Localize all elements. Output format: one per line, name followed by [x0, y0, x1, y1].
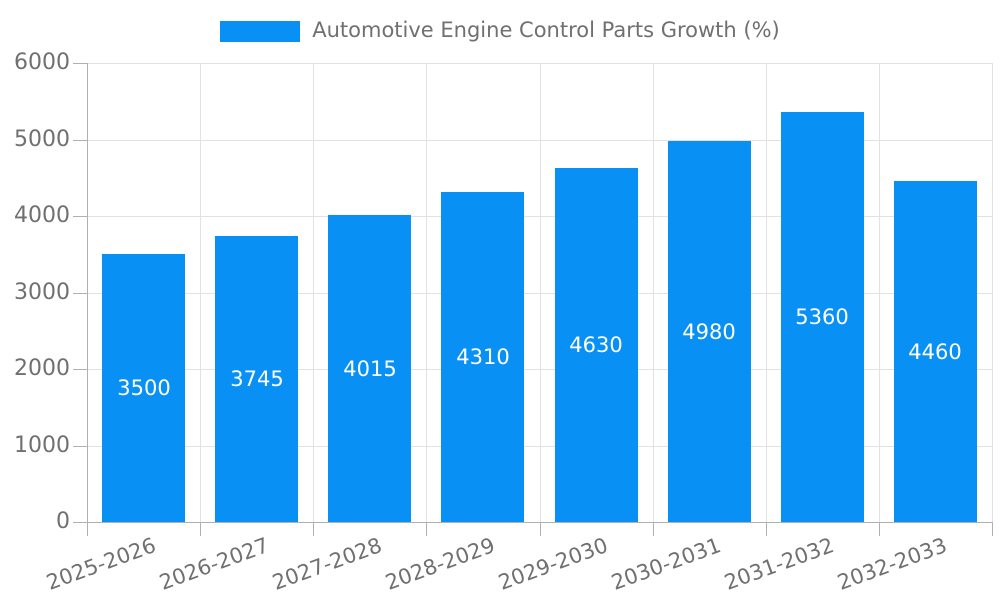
y-axis-tick: [73, 216, 87, 217]
h-gridline: [87, 446, 992, 447]
x-tick-label: 2025-2026: [42, 533, 159, 595]
x-tick-label: 2032-2033: [833, 533, 950, 595]
v-gridline: [313, 63, 314, 522]
v-gridline: [426, 63, 427, 522]
v-gridline: [992, 63, 993, 522]
x-axis-tick: [313, 522, 314, 536]
bar: [781, 112, 864, 522]
bar: [328, 215, 411, 522]
x-axis-tick: [87, 522, 88, 536]
y-axis-tick: [73, 293, 87, 294]
h-gridline: [87, 216, 992, 217]
x-tick-label: 2031-2032: [720, 533, 837, 595]
h-gridline: [87, 369, 992, 370]
bar: [102, 254, 185, 522]
x-tick-label: 2029-2030: [494, 533, 611, 595]
v-gridline: [766, 63, 767, 522]
y-axis-tick: [73, 140, 87, 141]
x-axis-tick: [426, 522, 427, 536]
v-gridline: [879, 63, 880, 522]
bar: [215, 236, 298, 522]
bar-value-label: 5360: [795, 305, 849, 329]
bar-value-label: 4980: [682, 320, 736, 344]
x-axis-tick: [992, 522, 993, 536]
y-axis-tick: [73, 63, 87, 64]
y-tick-label: 6000: [14, 50, 70, 75]
x-tick-label: 2026-2027: [155, 533, 272, 595]
bar-value-label: 4630: [569, 333, 623, 357]
bar: [441, 192, 524, 522]
bar-value-label: 3745: [230, 367, 284, 391]
y-axis-tick: [73, 369, 87, 370]
y-axis-line: [87, 63, 88, 522]
h-gridline: [87, 140, 992, 141]
y-tick-label: 0: [56, 509, 70, 534]
h-gridline: [87, 293, 992, 294]
bar: [894, 181, 977, 522]
bar: [668, 141, 751, 522]
x-tick-label: 2030-2031: [607, 533, 724, 595]
y-tick-label: 1000: [14, 433, 70, 458]
y-tick-label: 3000: [14, 280, 70, 305]
y-tick-label: 5000: [14, 127, 70, 152]
x-tick-label: 2027-2028: [268, 533, 385, 595]
bar: [555, 168, 638, 522]
bar-value-label: 4015: [343, 357, 397, 381]
x-axis-tick: [540, 522, 541, 536]
h-gridline: [87, 63, 992, 64]
v-gridline: [200, 63, 201, 522]
x-axis-line: [87, 522, 992, 523]
bar-value-label: 4460: [908, 340, 962, 364]
v-gridline: [540, 63, 541, 522]
legend-swatch: [220, 20, 301, 42]
x-axis-tick: [879, 522, 880, 536]
chart-legend[interactable]: Automotive Engine Control Parts Growth (…: [0, 14, 1000, 48]
legend-label: Automotive Engine Control Parts Growth (…: [312, 18, 780, 43]
bar-value-label: 4310: [456, 345, 510, 369]
y-axis-tick: [73, 446, 87, 447]
x-axis-tick: [200, 522, 201, 536]
x-tick-label: 2028-2029: [381, 533, 498, 595]
y-tick-label: 2000: [14, 356, 70, 381]
bar-value-label: 3500: [117, 376, 171, 400]
y-tick-label: 4000: [14, 203, 70, 228]
y-axis-tick: [73, 522, 87, 523]
x-axis-tick: [653, 522, 654, 536]
x-axis-tick: [766, 522, 767, 536]
v-gridline: [653, 63, 654, 522]
